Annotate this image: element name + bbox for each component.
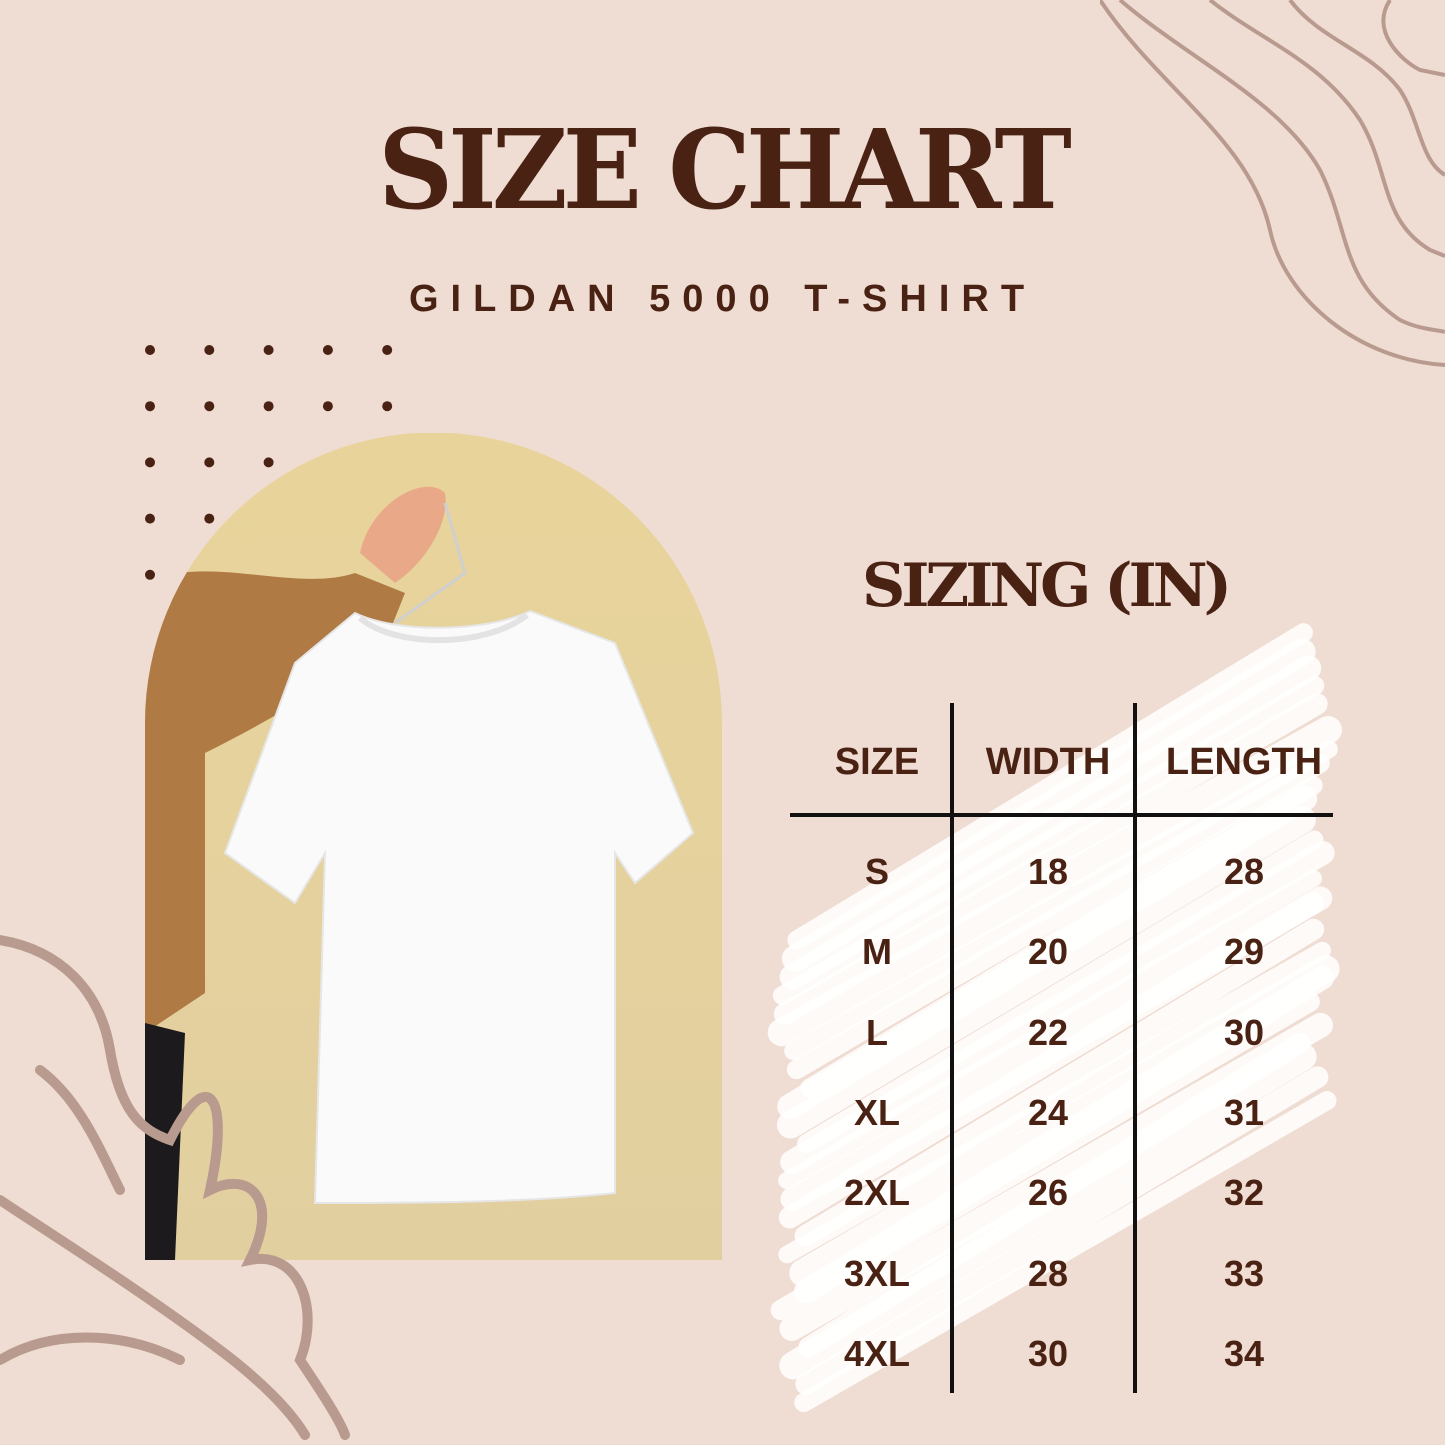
- dot: [204, 401, 215, 412]
- brush-stroke: [778, 892, 1325, 1229]
- dot: [204, 513, 215, 524]
- sizing-title: SIZING (IN): [862, 551, 1232, 621]
- width-cell: 18: [1027, 851, 1069, 892]
- size-cell: L: [866, 1011, 888, 1053]
- column-header-size: SIZE: [834, 741, 920, 783]
- table-divider-vertical: [950, 703, 954, 1393]
- dot: [322, 345, 333, 355]
- width-cell: 26: [1027, 1172, 1069, 1214]
- brush-stroke: [778, 869, 1323, 1190]
- brush-stroke: [779, 655, 1322, 990]
- brush-stroke: [773, 692, 1328, 1025]
- dot: [145, 513, 155, 524]
- size-cell: S: [864, 851, 889, 892]
- size-cell: XL: [853, 1091, 900, 1133]
- dot: [145, 457, 155, 468]
- tshirt-photo: [145, 433, 722, 1260]
- brush-stroke: [767, 716, 1342, 1047]
- decorative-lines: [1100, 0, 1445, 367]
- dot: [145, 345, 155, 355]
- size-cell: 2XL: [843, 1172, 911, 1214]
- dot: [145, 401, 155, 412]
- dot: [382, 345, 393, 355]
- brush-stroke: [770, 991, 1320, 1321]
- dot: [382, 401, 393, 412]
- brush-stroke: [795, 1066, 1329, 1395]
- size-cell: M: [862, 931, 892, 973]
- size-cell: 3XL: [843, 1252, 911, 1294]
- width-cell: 20: [1027, 931, 1069, 973]
- column-header-length: LENGTH: [1165, 741, 1323, 783]
- brush-scribble: [767, 623, 1342, 1413]
- length-cell: 31: [1223, 1091, 1265, 1133]
- dot: [204, 457, 215, 468]
- column-header-width: WIDTH: [985, 741, 1111, 783]
- brush-stroke: [772, 676, 1325, 1005]
- length-cell: 33: [1223, 1252, 1265, 1294]
- dot: [263, 457, 274, 468]
- brush-stroke: [794, 1091, 1337, 1413]
- brush-stroke: [794, 918, 1325, 1247]
- brush-stroke: [776, 806, 1316, 1139]
- width-cell: 24: [1027, 1091, 1069, 1133]
- brush-stroke: [777, 785, 1318, 1120]
- dot: [263, 401, 274, 412]
- brush-stroke: [780, 841, 1335, 1174]
- table-divider-vertical: [1133, 703, 1137, 1393]
- length-cell: 30: [1223, 1011, 1265, 1053]
- dot: [322, 401, 333, 412]
- brush-stroke: [781, 638, 1316, 972]
- page-title: SIZE CHART: [378, 104, 1072, 235]
- length-cell: 32: [1223, 1172, 1265, 1214]
- length-cell: 28: [1223, 851, 1265, 892]
- dot: [145, 569, 155, 580]
- width-cell: 30: [1027, 1332, 1069, 1374]
- length-cell: 34: [1223, 1332, 1265, 1374]
- table-divider-horizontal: [790, 813, 1333, 817]
- dot: [263, 345, 274, 355]
- size-cell: 4XL: [843, 1332, 911, 1374]
- brush-stroke: [787, 623, 1313, 950]
- length-cell: 29: [1223, 931, 1265, 973]
- leaf-decoration: [0, 935, 350, 1440]
- width-cell: 22: [1027, 1011, 1069, 1053]
- brush-stroke: [779, 1042, 1317, 1380]
- brush-stroke: [778, 941, 1332, 1264]
- width-cell: 28: [1027, 1252, 1069, 1294]
- dot: [204, 345, 215, 355]
- product-subtitle: GILDAN 5000 T-SHIRT: [408, 278, 1037, 320]
